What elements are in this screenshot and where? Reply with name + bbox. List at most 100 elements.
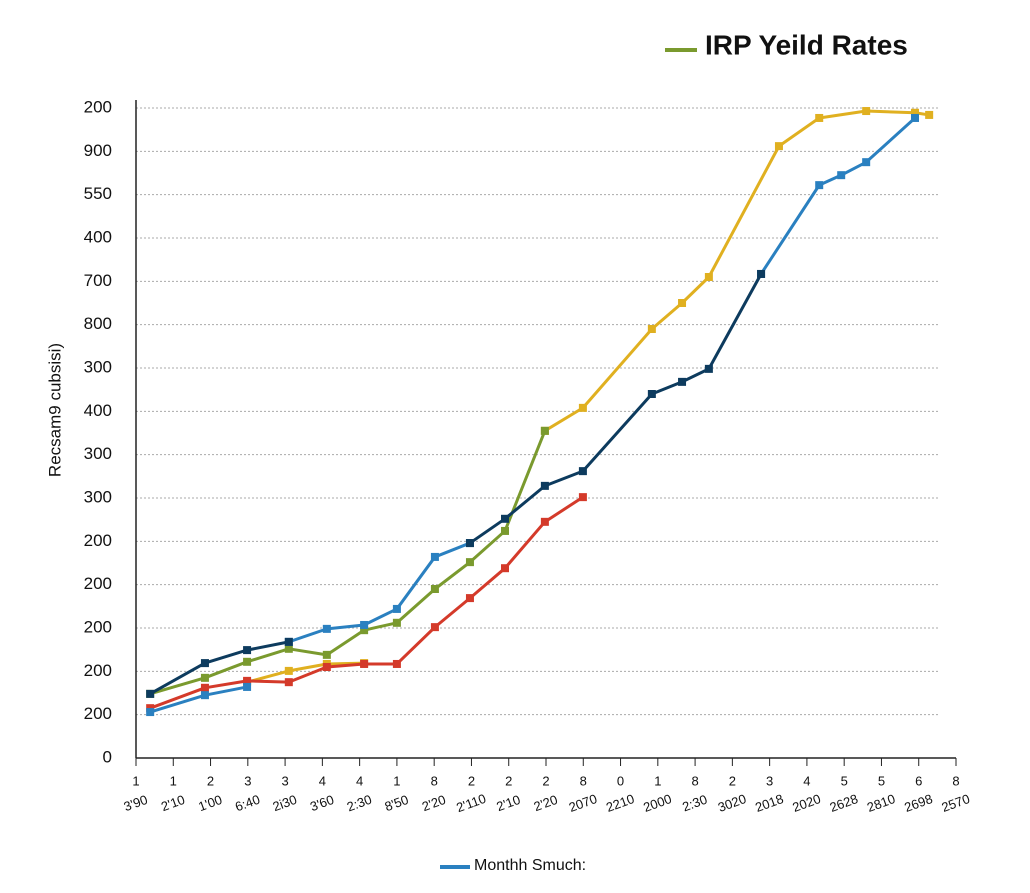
x-tick-label: 3: [281, 773, 288, 788]
point-marker: [815, 181, 824, 190]
point-marker: [430, 552, 439, 561]
x-tick-label: 8: [691, 773, 698, 788]
x-tick-sublabel: 2:30: [345, 792, 374, 815]
series-line: [544, 109, 930, 433]
x-tick-sublabel: 3020: [716, 791, 748, 815]
point-marker: [146, 708, 155, 717]
point-marker: [200, 659, 209, 668]
point-marker: [360, 626, 369, 635]
y-tick-label: 200: [84, 704, 112, 723]
point-marker: [704, 364, 713, 373]
x-tick-sublabel: 2628: [828, 791, 860, 815]
x-tick-label: 8: [580, 773, 587, 788]
x-tick-label: 1: [132, 773, 139, 788]
y-tick-label: 800: [84, 314, 112, 333]
point-marker: [146, 689, 155, 698]
y-tick-label: 300: [84, 357, 112, 376]
x-tick-label: 4: [803, 773, 810, 788]
x-tick-sublabel: 2'20: [420, 792, 448, 814]
y-tick-label: 300: [84, 487, 112, 506]
point-marker: [322, 624, 331, 633]
point-marker: [465, 539, 474, 548]
x-tick-label: 4: [319, 773, 326, 788]
point-marker: [501, 564, 509, 573]
x-tick-sublabel: 2570: [939, 791, 971, 815]
point-marker: [392, 604, 401, 613]
point-marker: [322, 650, 331, 659]
point-marker: [540, 517, 549, 526]
x-tick-sublabel: 2210: [604, 791, 636, 815]
point-marker: [704, 273, 713, 281]
point-marker: [815, 113, 824, 122]
x-tick-label: 0: [617, 773, 624, 788]
x-tick-label: 5: [878, 773, 885, 788]
point-marker: [578, 493, 587, 502]
x-tick-sublabel: 2698: [902, 791, 934, 815]
series-line: [469, 273, 763, 545]
x-tick-label: 6: [915, 773, 922, 788]
point-marker: [360, 659, 369, 668]
x-tick-label: 1: [170, 773, 177, 788]
point-marker: [501, 514, 509, 523]
point-marker: [540, 426, 549, 435]
y-tick-label: 200: [84, 617, 112, 636]
y-tick-label: 900: [84, 141, 112, 160]
series-line: [149, 640, 290, 696]
x-tick-sublabel: 2020: [790, 791, 822, 815]
chart-title: IRP Yeild Rates: [705, 29, 908, 60]
x-tick-label: 2: [505, 773, 512, 788]
point-marker: [392, 618, 401, 627]
point-marker: [284, 666, 293, 675]
point-marker: [578, 403, 587, 412]
point-marker: [678, 299, 687, 307]
point-marker: [360, 620, 369, 629]
point-marker: [200, 691, 209, 700]
point-marker: [757, 269, 766, 278]
x-tick-sublabel: 2'20: [532, 792, 560, 814]
y-tick-label: 300: [84, 444, 112, 463]
point-marker: [837, 171, 846, 180]
point-marker: [322, 663, 331, 671]
y-tick-label: 200: [84, 531, 112, 550]
point-marker: [243, 646, 252, 655]
y-tick-label: 200: [84, 574, 112, 593]
x-tick-sublabel: 1'00: [196, 792, 224, 814]
x-tick-label: 3: [244, 773, 251, 788]
point-marker: [392, 659, 401, 668]
series-line: [246, 661, 365, 684]
x-tick-label: 3: [766, 773, 773, 788]
x-tick-sublabel: 3'90: [122, 792, 150, 814]
point-marker: [284, 678, 293, 687]
point-marker: [200, 673, 209, 682]
point-marker: [243, 657, 252, 666]
x-tick-label: 2: [542, 773, 549, 788]
point-marker: [430, 623, 439, 632]
point-marker: [862, 158, 871, 167]
point-marker: [200, 683, 209, 692]
y-axis-label: Recsam9 cubsisi): [45, 343, 64, 477]
x-tick-label: 4: [356, 773, 363, 788]
point-marker: [465, 594, 474, 603]
point-marker: [284, 644, 293, 653]
y-tick-label: 550: [84, 184, 112, 203]
x-tick-sublabel: 6:40: [233, 792, 262, 815]
series-line: [149, 430, 547, 696]
x-tick-sublabel: 2018: [753, 791, 785, 815]
point-marker: [243, 676, 252, 685]
x-tick-sublabel: 2000: [641, 791, 673, 815]
series-line: [149, 495, 584, 710]
point-marker: [647, 390, 656, 398]
point-marker: [284, 637, 293, 646]
x-tick-sublabel: 3'60: [308, 792, 336, 814]
x-tick-sublabel: 2i30: [271, 792, 299, 815]
point-marker: [578, 467, 587, 476]
point-marker: [862, 107, 871, 116]
y-tick-label: 400: [84, 401, 112, 420]
x-tick-label: 2: [729, 773, 736, 788]
x-tick-label: 8: [952, 773, 959, 788]
x-tick-label: 1: [654, 773, 661, 788]
y-tick-label: 200: [84, 661, 112, 680]
point-marker: [501, 526, 509, 535]
x-tick-sublabel: 2'10: [159, 792, 187, 814]
